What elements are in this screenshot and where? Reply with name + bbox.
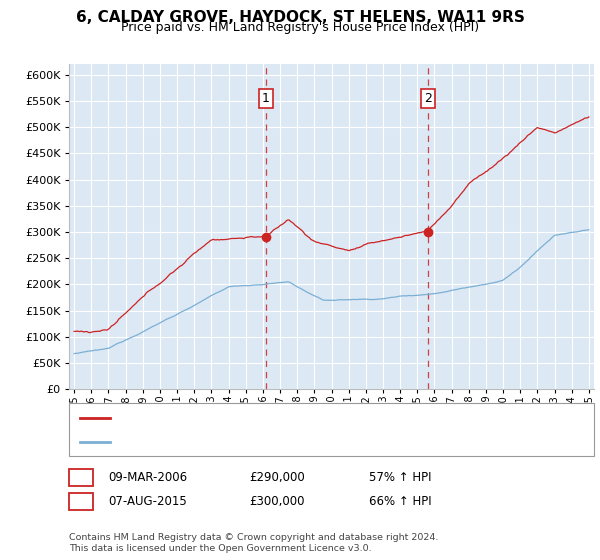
Text: 6, CALDAY GROVE, HAYDOCK, ST HELENS, WA11 9RS: 6, CALDAY GROVE, HAYDOCK, ST HELENS, WA1… [76,10,524,25]
Text: HPI: Average price, detached house, St Helens: HPI: Average price, detached house, St H… [115,436,357,446]
Text: 1: 1 [262,92,270,105]
Text: Contains HM Land Registry data © Crown copyright and database right 2024.
This d: Contains HM Land Registry data © Crown c… [69,533,439,553]
Text: 2: 2 [77,494,85,508]
Text: 07-AUG-2015: 07-AUG-2015 [108,494,187,508]
Text: £290,000: £290,000 [249,470,305,484]
Text: 66% ↑ HPI: 66% ↑ HPI [369,494,431,508]
Text: Price paid vs. HM Land Registry's House Price Index (HPI): Price paid vs. HM Land Registry's House … [121,21,479,34]
Text: 2: 2 [424,92,431,105]
Text: 1: 1 [77,470,85,484]
Text: £300,000: £300,000 [249,494,305,508]
Text: 57% ↑ HPI: 57% ↑ HPI [369,470,431,484]
Text: 09-MAR-2006: 09-MAR-2006 [108,470,187,484]
Text: 6, CALDAY GROVE, HAYDOCK, ST HELENS, WA11 9RS (detached house): 6, CALDAY GROVE, HAYDOCK, ST HELENS, WA1… [115,413,485,423]
